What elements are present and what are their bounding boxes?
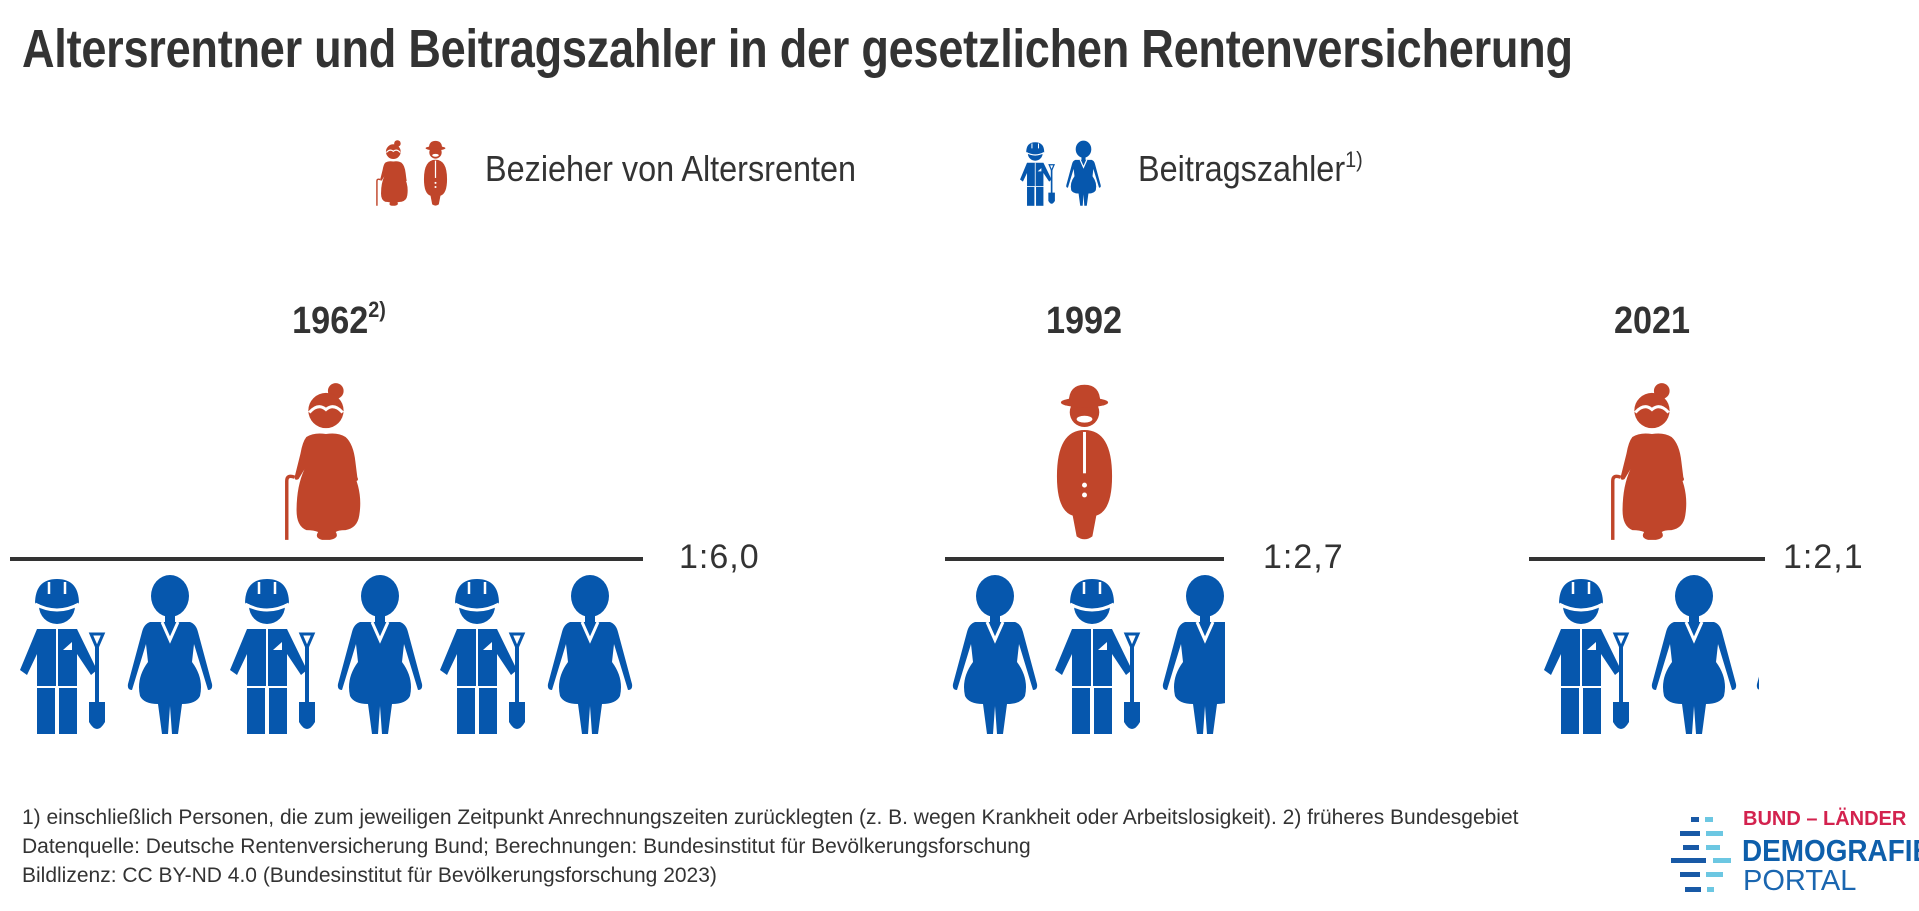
woman-icon bbox=[1644, 573, 1744, 735]
contributor-figure bbox=[15, 573, 115, 735]
contributor-figure bbox=[330, 573, 430, 735]
legend-contributors-label: Beitragszahler1) bbox=[1138, 148, 1363, 190]
construction-worker-icon bbox=[1050, 573, 1150, 735]
woman-icon bbox=[945, 573, 1045, 735]
woman-icon bbox=[330, 573, 430, 735]
construction-worker-icon bbox=[1539, 573, 1639, 735]
year-text: 1992 bbox=[1045, 300, 1123, 342]
year-text: 1962 bbox=[292, 300, 369, 342]
group-1962: 19622) 1:6,0 bbox=[10, 0, 770, 760]
year-label: 19622) bbox=[292, 297, 386, 343]
contributor-figure bbox=[945, 573, 1045, 735]
contributor-figure bbox=[120, 573, 220, 735]
contributor-figure bbox=[435, 573, 535, 735]
ratio-label: 1:2,1 bbox=[1783, 538, 1864, 576]
page-title: Altersrentner und Beitragszahler in der … bbox=[22, 19, 1573, 79]
ratio-label: 1:6,0 bbox=[679, 538, 760, 576]
contributor-figure bbox=[540, 573, 640, 735]
old-woman-icon bbox=[275, 382, 373, 541]
contributor-figure bbox=[225, 573, 325, 735]
image-license: Bildlizenz: CC BY-ND 4.0 (Bundesinstitut… bbox=[22, 864, 717, 887]
woman-icon bbox=[540, 573, 640, 735]
footnote-mark: 1) bbox=[1345, 147, 1363, 172]
contributor-figure bbox=[1050, 573, 1150, 735]
logo-line1: BUND – LÄNDER bbox=[1743, 808, 1907, 830]
construction-worker-icon bbox=[435, 573, 535, 735]
logo-line3: PORTAL bbox=[1743, 865, 1857, 897]
woman-icon bbox=[1155, 573, 1225, 735]
legend-contributors-text: Beitragszahler bbox=[1138, 148, 1346, 189]
logo-line2: DEMOGRAFIE bbox=[1742, 833, 1919, 868]
ratio-divider-line bbox=[10, 557, 643, 561]
year-label: 2021 bbox=[1614, 300, 1690, 343]
group-2021: 2021 1:2,1 bbox=[1529, 0, 1919, 760]
group-1992: 1992 1:2,7 bbox=[945, 0, 1365, 760]
data-source: Datenquelle: Deutsche Rentenversicherung… bbox=[22, 835, 1031, 858]
contributor-figure bbox=[1749, 573, 1759, 735]
ratio-divider-line bbox=[1529, 557, 1765, 561]
legend-retirees-text: Bezieher von Altersrenten bbox=[485, 148, 857, 189]
legend-retirees-label: Bezieher von Altersrenten bbox=[485, 148, 856, 190]
construction-worker-icon bbox=[15, 573, 115, 735]
ratio-divider-line bbox=[945, 557, 1224, 561]
ratio-label: 1:2,7 bbox=[1263, 538, 1344, 576]
year-label: 1992 bbox=[1046, 300, 1122, 343]
contributor-figure bbox=[1644, 573, 1744, 735]
contributor-figure bbox=[1539, 573, 1639, 735]
footnote-mark: 2) bbox=[368, 297, 386, 322]
year-text: 2021 bbox=[1613, 300, 1691, 342]
old-man-icon bbox=[1053, 382, 1116, 541]
woman-icon bbox=[1749, 573, 1759, 735]
old-woman-icon bbox=[1601, 382, 1699, 541]
footnote-definitions: 1) einschließlich Personen, die zum jewe… bbox=[22, 806, 1519, 829]
construction-worker-icon bbox=[225, 573, 325, 735]
demografie-portal-logo: BUND – LÄNDER DEMOGRAFIE PORTAL bbox=[1668, 805, 1919, 900]
contributor-figure bbox=[1155, 573, 1225, 735]
woman-icon bbox=[120, 573, 220, 735]
